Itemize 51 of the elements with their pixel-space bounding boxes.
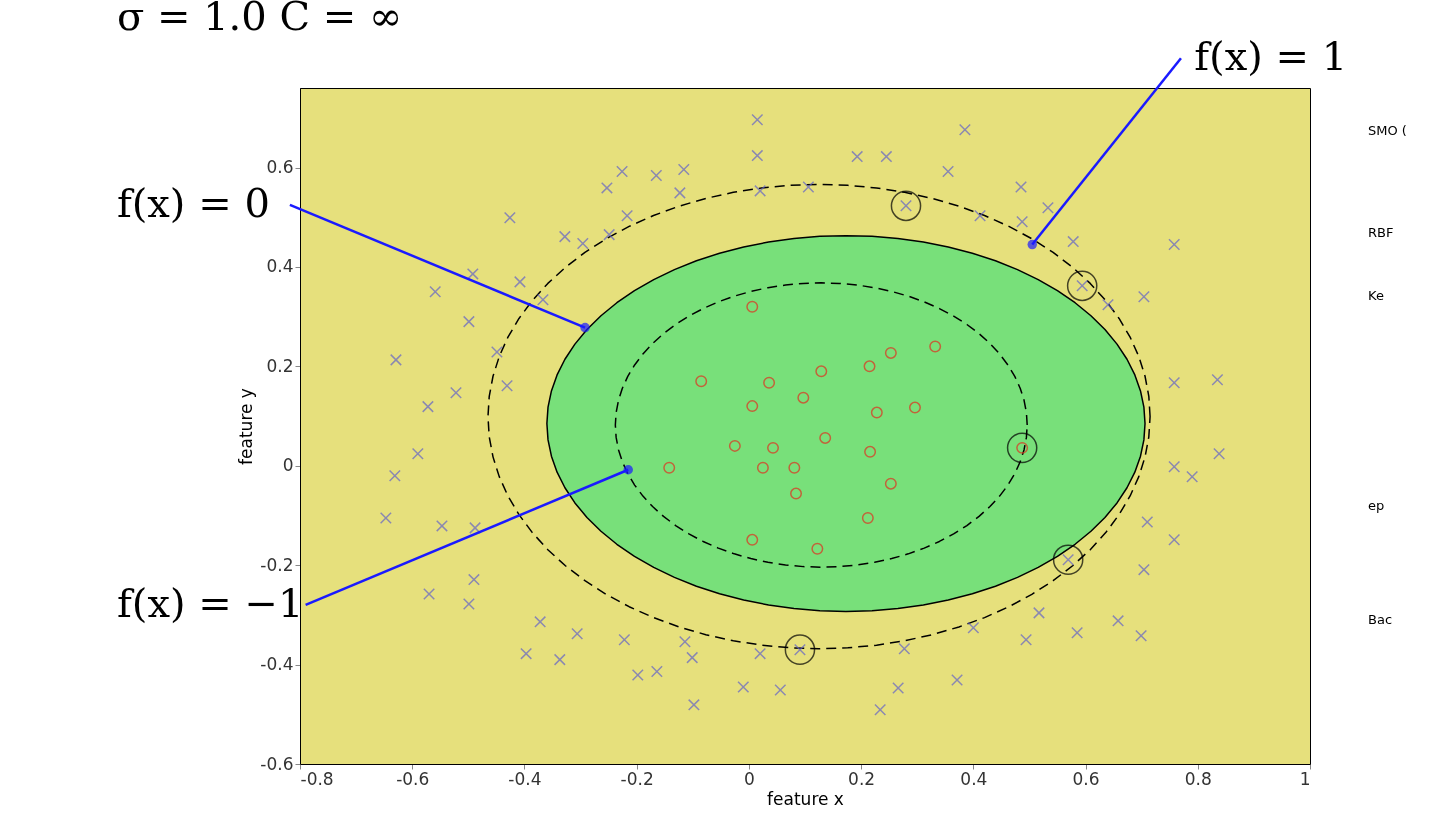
point (790, 487, 803, 500)
annotation: f(x) = 1 (1194, 33, 1348, 80)
point (864, 445, 877, 458)
point (763, 376, 776, 389)
point (767, 441, 780, 454)
point (695, 375, 708, 388)
y-tick-label: -0.2 (260, 554, 294, 575)
x-tick-label: -0.4 (508, 768, 542, 789)
point (929, 340, 942, 353)
y-tick-label: 0 (282, 455, 294, 476)
x-tick-label: 0 (743, 768, 755, 789)
y-axis-title: feature y (236, 388, 257, 465)
point (788, 461, 801, 474)
point (663, 461, 676, 474)
x-tick-label: 1 (1299, 768, 1311, 789)
x-axis-title: feature x (767, 788, 844, 809)
point (908, 401, 921, 414)
point (819, 431, 832, 444)
text: SMO ( (1368, 123, 1407, 138)
text: RBF (1368, 225, 1394, 240)
text: Ke (1368, 288, 1384, 303)
point (746, 400, 759, 413)
x-tick-label: -0.6 (396, 768, 430, 789)
x-tick-label: 0.6 (1072, 768, 1100, 789)
point (756, 461, 769, 474)
chart-title: σ = 1.0 C = ∞ (116, 0, 403, 40)
point (861, 511, 874, 524)
annotation: f(x) = 0 (116, 179, 270, 226)
x-tick-label: 0.2 (848, 768, 876, 789)
point (815, 365, 828, 378)
y-tick-label: -0.4 (260, 654, 294, 675)
x-tick-label: 0.8 (1184, 768, 1212, 789)
point (746, 300, 759, 313)
y-tick-label: 0.2 (266, 355, 294, 376)
annotation: f(x) = −1 (116, 579, 304, 626)
point (884, 477, 897, 490)
point (884, 346, 897, 359)
point (728, 439, 741, 452)
point (811, 542, 824, 555)
point (870, 406, 883, 419)
text: ep (1368, 498, 1385, 513)
x-tick-label: -0.2 (620, 768, 654, 789)
y-tick-label: 0.4 (266, 256, 294, 277)
y-tick-label: -0.6 (260, 753, 294, 774)
y-tick-label: 0.6 (266, 157, 294, 178)
x-tick-label: -0.8 (300, 768, 334, 789)
point (863, 360, 876, 373)
x-tick-label: 0.4 (960, 768, 988, 789)
text: Bac (1368, 612, 1393, 627)
point (797, 391, 810, 404)
point (746, 533, 759, 546)
